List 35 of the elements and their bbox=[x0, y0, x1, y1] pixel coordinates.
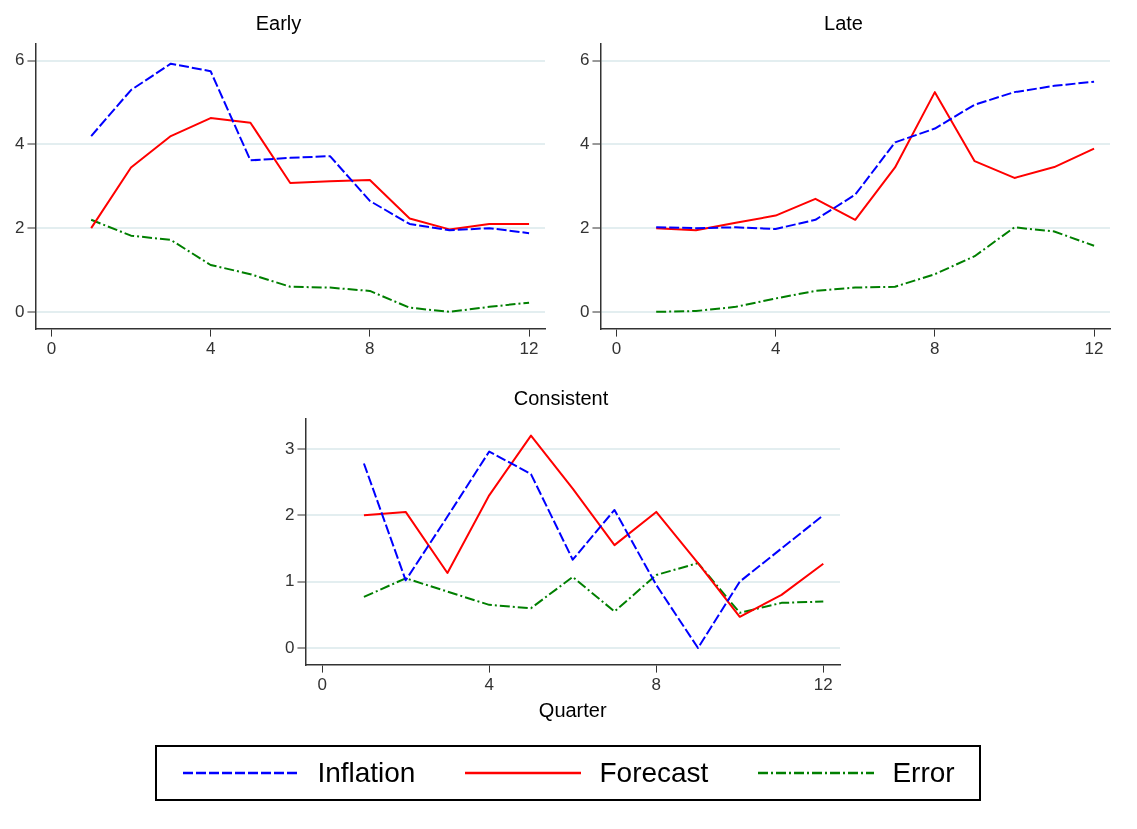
x-tick-label: 12 bbox=[1084, 339, 1104, 359]
chart-title: Consistent bbox=[513, 386, 609, 409]
legend-label: Forecast bbox=[599, 757, 709, 789]
y-tick-label: 0 bbox=[579, 301, 590, 321]
x-tick-label: 12 bbox=[519, 339, 539, 359]
x-tick-label: 0 bbox=[317, 675, 327, 695]
y-tick-label: 3 bbox=[284, 438, 295, 458]
x-tick-label: 8 bbox=[651, 675, 661, 695]
y-tick-label: 4 bbox=[14, 134, 25, 154]
y-tick-label: 2 bbox=[14, 217, 25, 237]
line-series bbox=[90, 62, 531, 235]
x-tick-label: 0 bbox=[46, 339, 57, 359]
y-tick-label: 1 bbox=[284, 571, 295, 591]
chart-title: Late bbox=[824, 11, 863, 34]
legend-label: Inflation bbox=[317, 757, 416, 789]
y-tick-label: 0 bbox=[14, 301, 25, 321]
line-series bbox=[362, 562, 825, 614]
y-tick-label: 2 bbox=[284, 504, 295, 524]
y-tick-label: 4 bbox=[579, 134, 590, 154]
x-tick-label: 4 bbox=[205, 339, 216, 359]
x-tick-label: 8 bbox=[365, 339, 375, 359]
y-tick-label: 6 bbox=[579, 50, 590, 70]
x-tick-label: 4 bbox=[484, 675, 494, 695]
x-tick-label: 8 bbox=[930, 339, 940, 359]
y-tick-label: 2 bbox=[579, 217, 590, 237]
line-series bbox=[655, 226, 1096, 313]
y-tick-label: 6 bbox=[14, 50, 25, 70]
x-axis-title: Quarter bbox=[538, 698, 607, 721]
chart-title: Early bbox=[255, 11, 302, 34]
x-tick-label: 0 bbox=[611, 339, 622, 359]
line-series bbox=[90, 218, 531, 313]
x-tick-label: 12 bbox=[813, 675, 833, 695]
legend-label: Error bbox=[892, 757, 955, 789]
y-tick-label: 0 bbox=[284, 637, 295, 657]
x-tick-label: 4 bbox=[770, 339, 781, 359]
